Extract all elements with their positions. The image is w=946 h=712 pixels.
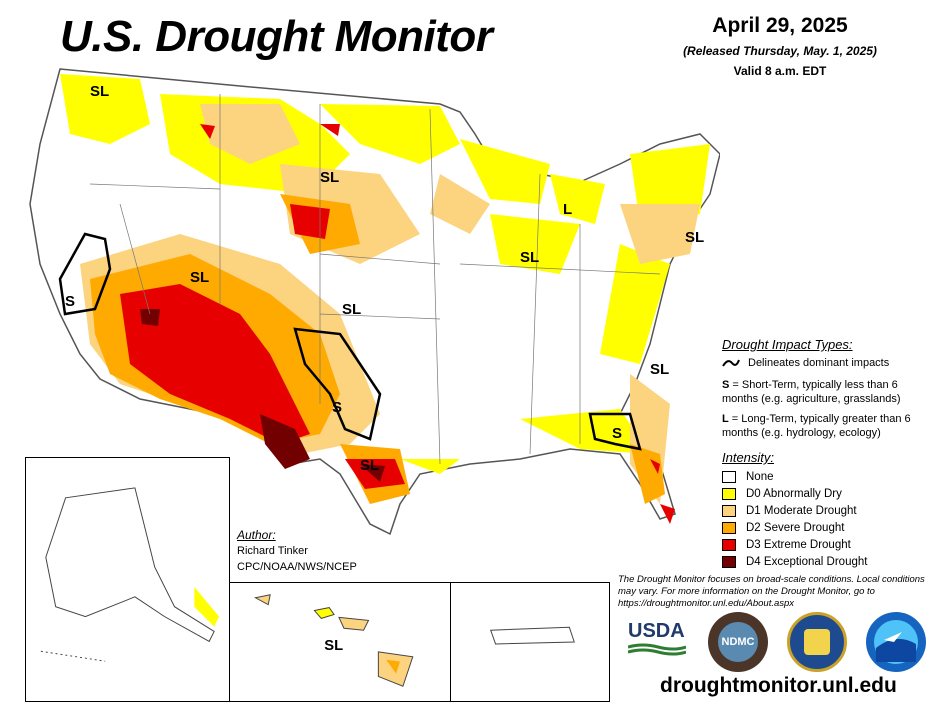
impact-label: SL (650, 361, 669, 378)
valid-date: April 29, 2025 (712, 14, 848, 37)
impact-label: SL (90, 83, 109, 100)
alaska-inset (25, 457, 230, 702)
valid-time: Valid 8 a.m. EDT (733, 64, 827, 78)
long-term-key: L (722, 413, 729, 425)
legend-swatch (722, 487, 736, 500)
legend-row-d4: D4 Exceptional Drought (722, 554, 867, 569)
impact-label: SL (190, 269, 209, 286)
state-borders (89, 94, 661, 465)
usda-text: USDA (628, 620, 685, 642)
short-term-text: = Short-Term, typically less than 6 mont… (722, 379, 901, 405)
impact-types-heading: Drought Impact Types: (722, 337, 853, 352)
short-term-key: S (722, 379, 730, 391)
legend-label: D1 Moderate Drought (746, 504, 857, 517)
hawaii-inset: SL (229, 582, 451, 702)
boundary-line-icon (722, 359, 740, 367)
legend-label: None (746, 470, 774, 483)
short-term-def: S = Short-Term, typically less than 6 mo… (722, 378, 932, 406)
legend-swatch (722, 470, 736, 483)
legend-label: D0 Abnormally Dry (746, 487, 842, 500)
impact-labels: SL SL SL SL S S SL SL SL L SL S (65, 83, 704, 474)
website-url[interactable]: droughtmonitor.unl.edu (660, 674, 897, 697)
delineates-text: Delineates dominant impacts (748, 357, 890, 369)
legend-swatch (722, 504, 736, 517)
puerto-rico-inset (450, 582, 610, 702)
impact-label: L (563, 201, 572, 218)
legend-swatch (722, 555, 736, 568)
legend-row-d1: D1 Moderate Drought (722, 503, 857, 518)
disclaimer-note: The Drought Monitor focuses on broad-sca… (618, 574, 925, 609)
noaa-bird-icon (874, 620, 918, 664)
impact-label: S (65, 293, 75, 310)
author-heading: Author: (237, 528, 276, 542)
commerce-seal-icon (787, 612, 847, 672)
delineates-row: Delineates dominant impacts (722, 356, 932, 370)
long-term-text: = Long-Term, typically greater than 6 mo… (722, 413, 911, 439)
intensity-heading: Intensity: (722, 450, 775, 465)
legend-label: D4 Exceptional Drought (746, 555, 868, 568)
impact-boundaries (58, 232, 642, 451)
author-name: Richard Tinker (237, 545, 308, 557)
legend-row-none: None (722, 469, 774, 484)
legend-swatch (722, 538, 736, 551)
legend-row-d3: D3 Extreme Drought (722, 537, 851, 552)
impact-label: S (612, 425, 622, 442)
commerce-seal-center (804, 629, 830, 655)
impact-label: SL (320, 169, 339, 186)
legend-swatch (722, 521, 736, 534)
usda-logo: USDA (627, 620, 687, 662)
map-title: U.S. Drought Monitor (60, 12, 493, 61)
legend-row-d0: D0 Abnormally Dry (722, 486, 842, 501)
impact-label: SL (360, 457, 379, 474)
legend-row-d2: D2 Severe Drought (722, 520, 844, 535)
conus-drought-map: SL SL SL SL S S SL SL SL L SL S (29, 68, 720, 536)
ndmc-text: NDMC (718, 622, 758, 662)
d4-areas (140, 309, 385, 482)
legend-label: D2 Severe Drought (746, 521, 845, 534)
author-org: CPC/NOAA/NWS/NCEP (237, 561, 357, 573)
impact-label: S (332, 399, 342, 416)
release-note: (Released Thursday, May. 1, 2025) (683, 44, 877, 58)
legend-label: D3 Extreme Drought (746, 538, 851, 551)
impact-label: SL (342, 301, 361, 318)
impact-label: SL (520, 249, 539, 266)
usda-waves-icon (627, 643, 687, 656)
ndmc-logo: NDMC (708, 612, 768, 672)
impact-label: SL (324, 638, 343, 654)
long-term-def: L = Long-Term, typically greater than 6 … (722, 412, 932, 440)
impact-label: SL (685, 229, 704, 246)
noaa-logo-icon (866, 612, 926, 672)
